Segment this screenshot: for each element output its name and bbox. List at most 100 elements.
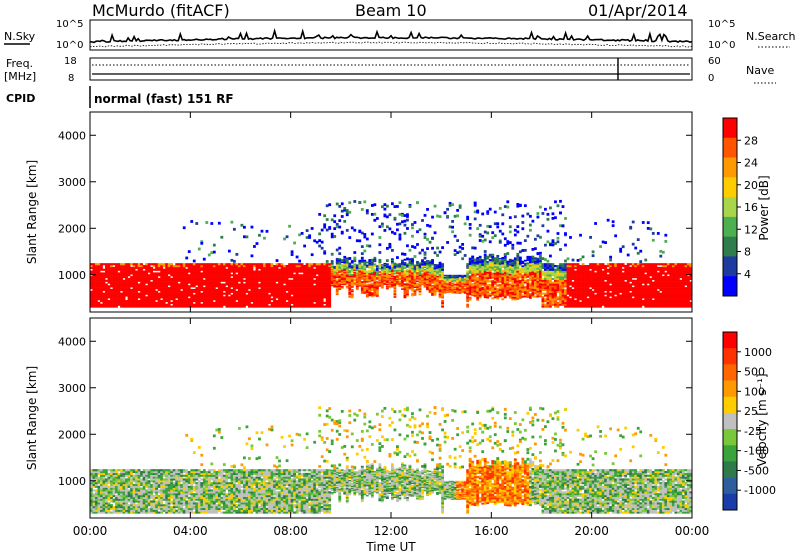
heatmap-cell bbox=[350, 260, 354, 263]
heatmap-cell bbox=[245, 287, 249, 290]
nave-tick-hi: 60 bbox=[708, 56, 721, 67]
heatmap-cell bbox=[182, 288, 186, 292]
heatmap-cell bbox=[293, 292, 296, 295]
heatmap-cell bbox=[411, 245, 414, 248]
heatmap-cell bbox=[401, 259, 404, 262]
heatmap-cell bbox=[411, 275, 414, 278]
heatmap-cell bbox=[546, 272, 550, 275]
heatmap-cell bbox=[212, 270, 216, 273]
heatmap-cell bbox=[436, 281, 439, 283]
heatmap-cell bbox=[212, 281, 216, 284]
heatmap-cell bbox=[353, 272, 357, 275]
heatmap-cell bbox=[275, 272, 279, 275]
heatmap-cell bbox=[426, 261, 429, 263]
heatmap-cell bbox=[260, 305, 264, 308]
heatmap-cell bbox=[466, 292, 470, 295]
heatmap-cell bbox=[516, 202, 520, 206]
heatmap-cell bbox=[360, 252, 364, 256]
heatmap-cell bbox=[185, 294, 189, 297]
heatmap-cell bbox=[566, 292, 570, 295]
heatmap-cell bbox=[192, 290, 196, 293]
heatmap-cell bbox=[544, 274, 547, 277]
heatmap-cell bbox=[318, 266, 322, 269]
heatmap-cell bbox=[574, 263, 577, 266]
heatmap-cell bbox=[137, 268, 141, 271]
heatmap-cell bbox=[255, 288, 259, 292]
heatmap-cell bbox=[591, 298, 595, 301]
heatmap-cell bbox=[288, 276, 291, 279]
heatmap-cell bbox=[411, 226, 414, 230]
heatmap-cell bbox=[333, 284, 337, 286]
heatmap-cell bbox=[418, 251, 422, 255]
heatmap-cell bbox=[115, 277, 118, 281]
heatmap-cell bbox=[416, 278, 419, 280]
heatmap-cell bbox=[416, 289, 419, 291]
heatmap-cell bbox=[172, 292, 176, 295]
heatmap-cell bbox=[313, 305, 317, 308]
heatmap-cell bbox=[335, 280, 339, 283]
heatmap-cell bbox=[380, 264, 384, 266]
heatmap-cell bbox=[581, 303, 585, 306]
heatmap-cell bbox=[511, 276, 515, 279]
heatmap-cell bbox=[253, 285, 256, 288]
heatmap-cell bbox=[355, 286, 359, 289]
heatmap-cell bbox=[446, 284, 449, 286]
heatmap-cell bbox=[130, 283, 133, 286]
heatmap-cell bbox=[423, 272, 427, 274]
heatmap-cell bbox=[182, 266, 186, 269]
heatmap-cell bbox=[200, 277, 204, 281]
heatmap-cell bbox=[182, 285, 186, 288]
heatmap-cell bbox=[561, 263, 565, 266]
heatmap-cell bbox=[473, 261, 477, 264]
heatmap-cell bbox=[473, 246, 477, 250]
heatmap-cell bbox=[551, 217, 555, 220]
heatmap-cell bbox=[406, 278, 409, 281]
heatmap-cell bbox=[526, 285, 530, 288]
heatmap-cell bbox=[426, 268, 429, 271]
heatmap-cell bbox=[526, 259, 530, 262]
heatmap-cell bbox=[165, 288, 169, 292]
heatmap-cell bbox=[418, 289, 422, 292]
heatmap-cell bbox=[150, 266, 154, 269]
heatmap-cell bbox=[125, 299, 128, 303]
heatmap-cell bbox=[353, 260, 357, 262]
heatmap-cell bbox=[538, 295, 542, 298]
heatmap-cell bbox=[513, 282, 517, 285]
heatmap-cell bbox=[340, 265, 344, 267]
heatmap-cell bbox=[197, 294, 201, 297]
heatmap-cell bbox=[225, 287, 229, 290]
heatmap-cell bbox=[486, 269, 490, 272]
heatmap-cell bbox=[468, 271, 472, 274]
heatmap-cell bbox=[481, 291, 485, 294]
heatmap-cell bbox=[388, 286, 392, 289]
heatmap-cell bbox=[498, 277, 502, 280]
heatmap-cell bbox=[195, 292, 199, 295]
heatmap-cell bbox=[591, 290, 595, 293]
heatmap-cell bbox=[350, 278, 354, 281]
heatmap-cell bbox=[574, 288, 577, 292]
heatmap-cell bbox=[250, 294, 254, 297]
heatmap-cell bbox=[202, 305, 206, 308]
heatmap-cell bbox=[338, 263, 342, 265]
heatmap-cell bbox=[448, 282, 452, 284]
heatmap-cell bbox=[115, 281, 118, 284]
heatmap-cell bbox=[105, 287, 108, 290]
heatmap-cell bbox=[491, 287, 495, 290]
heatmap-cell bbox=[235, 270, 239, 273]
heatmap-cell bbox=[328, 288, 332, 292]
heatmap-cell bbox=[157, 265, 161, 268]
heatmap-cell bbox=[428, 282, 432, 285]
heatmap-cell bbox=[343, 272, 347, 275]
heatmap-cell bbox=[546, 212, 550, 216]
heatmap-cell bbox=[481, 289, 485, 292]
heatmap-cell bbox=[295, 255, 299, 259]
heatmap-cell bbox=[348, 293, 352, 295]
heatmap-cell bbox=[232, 268, 236, 271]
heatmap-cell bbox=[217, 270, 221, 273]
heatmap-cell bbox=[122, 276, 126, 279]
heatmap-cell bbox=[255, 265, 259, 268]
heatmap-cell bbox=[401, 270, 404, 273]
heatmap-cell bbox=[383, 280, 387, 282]
heatmap-cell bbox=[531, 267, 535, 270]
heatmap-cell bbox=[383, 262, 387, 265]
